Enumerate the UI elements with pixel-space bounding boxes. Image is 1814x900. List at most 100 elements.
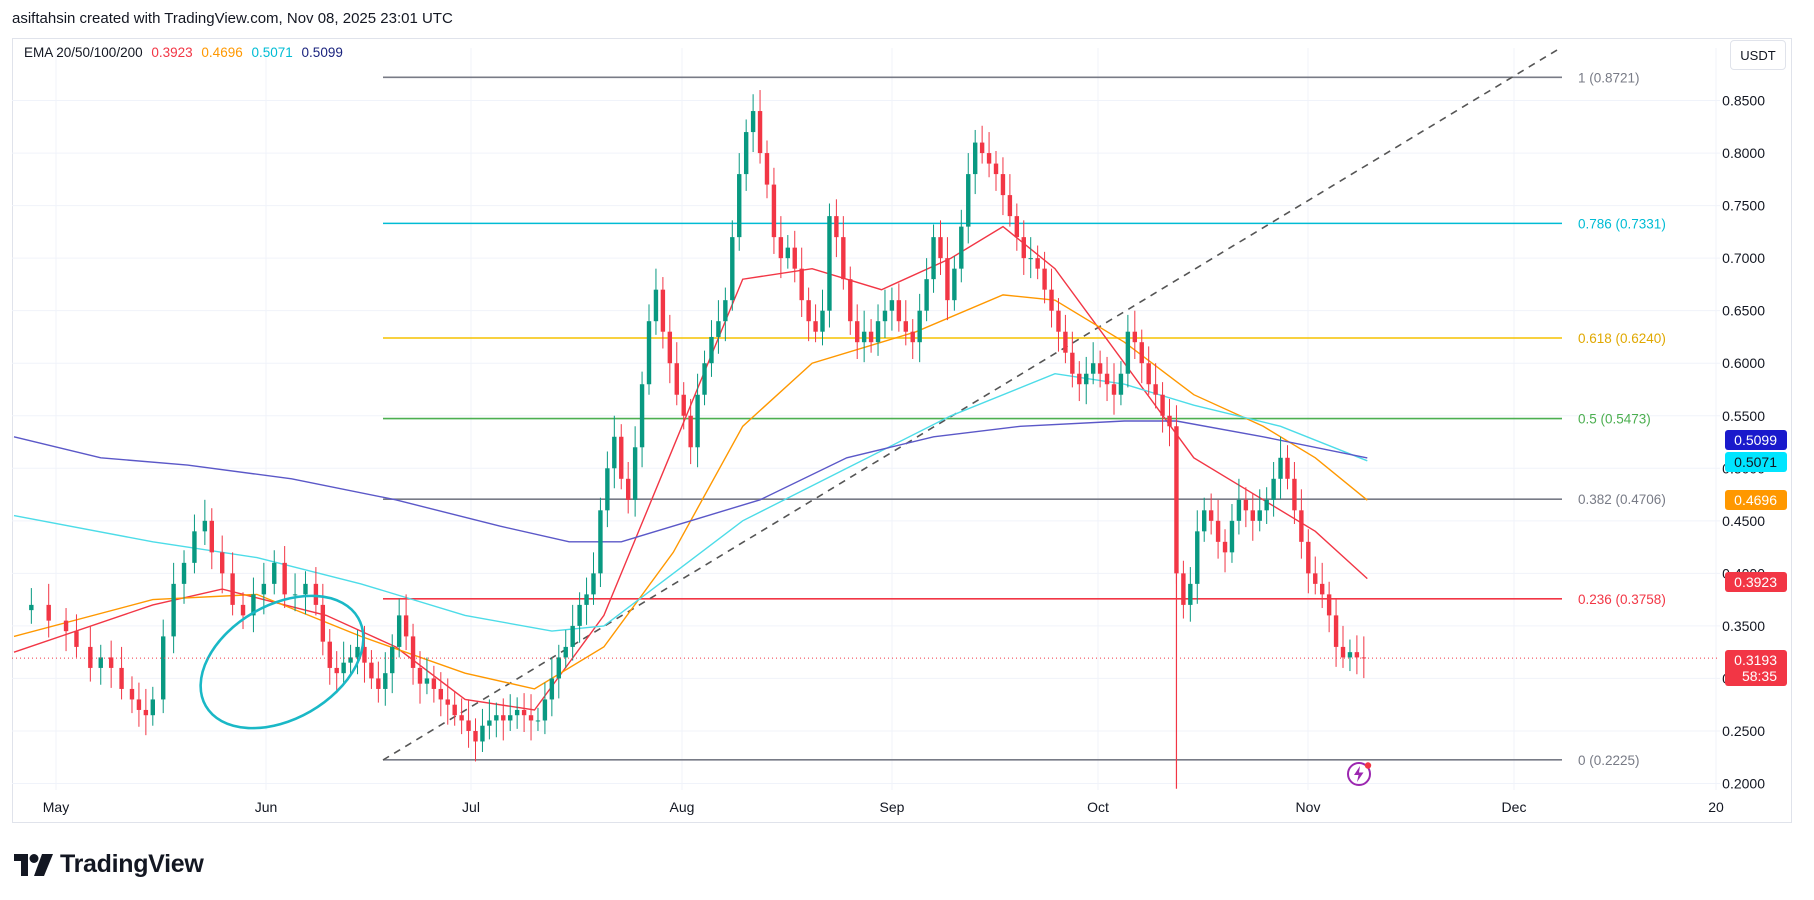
- candle-body: [98, 657, 103, 668]
- candle-body: [376, 678, 381, 689]
- candle-body: [1000, 174, 1006, 196]
- candle-body: [1153, 384, 1158, 395]
- candle-body: [966, 174, 971, 227]
- candle-body: [108, 657, 114, 668]
- candle-body: [1097, 363, 1103, 374]
- candle-body: [910, 331, 915, 343]
- tradingview-logo-icon: [14, 853, 53, 876]
- candle-body: [334, 667, 339, 674]
- y-tick-label: 0.7000: [1722, 250, 1765, 266]
- ema-legend[interactable]: EMA 20/50/100/200 0.3923 0.4696 0.5071 0…: [24, 45, 348, 60]
- candle-body: [577, 604, 582, 626]
- price-tag: 0.4696: [1725, 490, 1787, 510]
- candle-body: [1118, 373, 1124, 395]
- candle-body: [792, 247, 797, 269]
- candle-body: [723, 300, 728, 322]
- candle-body: [1104, 373, 1110, 385]
- candle-body: [979, 142, 985, 154]
- fib-level-label: 0.382 (0.4706): [1578, 492, 1666, 507]
- candle-body: [528, 715, 534, 721]
- fib-level-label: 0.786 (0.7331): [1578, 216, 1666, 231]
- tradingview-brand[interactable]: TradingView: [14, 850, 204, 879]
- lightning-icon[interactable]: [1346, 761, 1372, 787]
- candle-body: [1167, 415, 1172, 427]
- price-tag: 0.5099: [1725, 430, 1787, 450]
- chart-frame: [12, 38, 1792, 823]
- price-tag-bg: [1725, 490, 1787, 510]
- price-tag-bg: [1725, 650, 1787, 686]
- candle-body: [556, 657, 561, 679]
- candle-body: [1215, 520, 1221, 542]
- candle-body: [591, 573, 596, 595]
- candle-body: [1063, 331, 1068, 353]
- candle-body: [88, 646, 93, 668]
- candle-body: [1222, 541, 1228, 553]
- ema-line: [13, 372, 1368, 632]
- currency-button[interactable]: USDT: [1730, 40, 1786, 70]
- candle-body: [220, 552, 225, 574]
- candle-body: [171, 583, 176, 637]
- candle-body: [605, 468, 610, 511]
- candle-body: [473, 730, 478, 742]
- candle-body: [46, 604, 51, 621]
- x-tick-label: Aug: [670, 799, 695, 815]
- candles-layer: [29, 90, 1367, 789]
- ema200-value: 0.5099: [301, 45, 343, 60]
- candle-body: [875, 321, 881, 343]
- candle-body: [514, 709, 520, 716]
- candle-body: [466, 720, 471, 731]
- y-tick-label: 0.5500: [1722, 408, 1765, 424]
- candle-body: [695, 394, 700, 448]
- candle-body: [1354, 652, 1360, 658]
- price-tag-label: 0.5099: [1734, 432, 1777, 448]
- y-tick-label: 0.6500: [1722, 303, 1765, 319]
- candle-body: [1132, 331, 1138, 343]
- candle-body: [1243, 499, 1249, 511]
- candle-body: [813, 321, 818, 332]
- candle-body: [570, 625, 575, 647]
- price-tag-label: 0.3923: [1734, 574, 1777, 590]
- candle-body: [688, 415, 693, 448]
- price-tag: 0.3923: [1725, 572, 1787, 592]
- candle-body: [1326, 594, 1332, 616]
- candle-body: [303, 583, 308, 595]
- candle-body: [396, 615, 402, 647]
- candle-body: [459, 715, 464, 721]
- candle-body: [598, 510, 603, 574]
- candle-body: [931, 237, 936, 280]
- candle-body: [681, 394, 686, 416]
- y-tick-label: 0.2000: [1722, 776, 1765, 792]
- candle-body: [542, 699, 548, 721]
- candle-body: [806, 300, 811, 322]
- candle-body: [1236, 499, 1242, 521]
- candle-body: [702, 363, 707, 395]
- candle-body: [1042, 268, 1047, 290]
- fib-trend-line: [382, 46, 1563, 761]
- y-tick-label: 0.4500: [1722, 513, 1765, 529]
- ema-line: [13, 294, 1368, 690]
- candle-body: [674, 363, 679, 395]
- candle-body: [1181, 573, 1186, 605]
- candle-body: [487, 720, 492, 726]
- candle-body: [150, 699, 155, 716]
- price-tag-label: 0.5071: [1734, 454, 1777, 470]
- candle-body: [1257, 510, 1262, 521]
- x-tick-label: Jun: [255, 799, 278, 815]
- candle-body: [834, 216, 839, 238]
- candle-body: [625, 478, 631, 500]
- candle-body: [1021, 237, 1026, 259]
- candle-body: [192, 531, 197, 563]
- candle-body: [1084, 373, 1089, 385]
- candle-body: [750, 111, 756, 133]
- candle-body: [1340, 646, 1346, 658]
- candle-body: [501, 715, 506, 721]
- candle-body: [785, 247, 791, 259]
- candle-body: [584, 594, 589, 605]
- candle-body: [313, 583, 319, 605]
- price-tag-label: 0.3193: [1734, 652, 1777, 668]
- candle-body: [986, 153, 992, 164]
- candle-body: [1313, 573, 1318, 584]
